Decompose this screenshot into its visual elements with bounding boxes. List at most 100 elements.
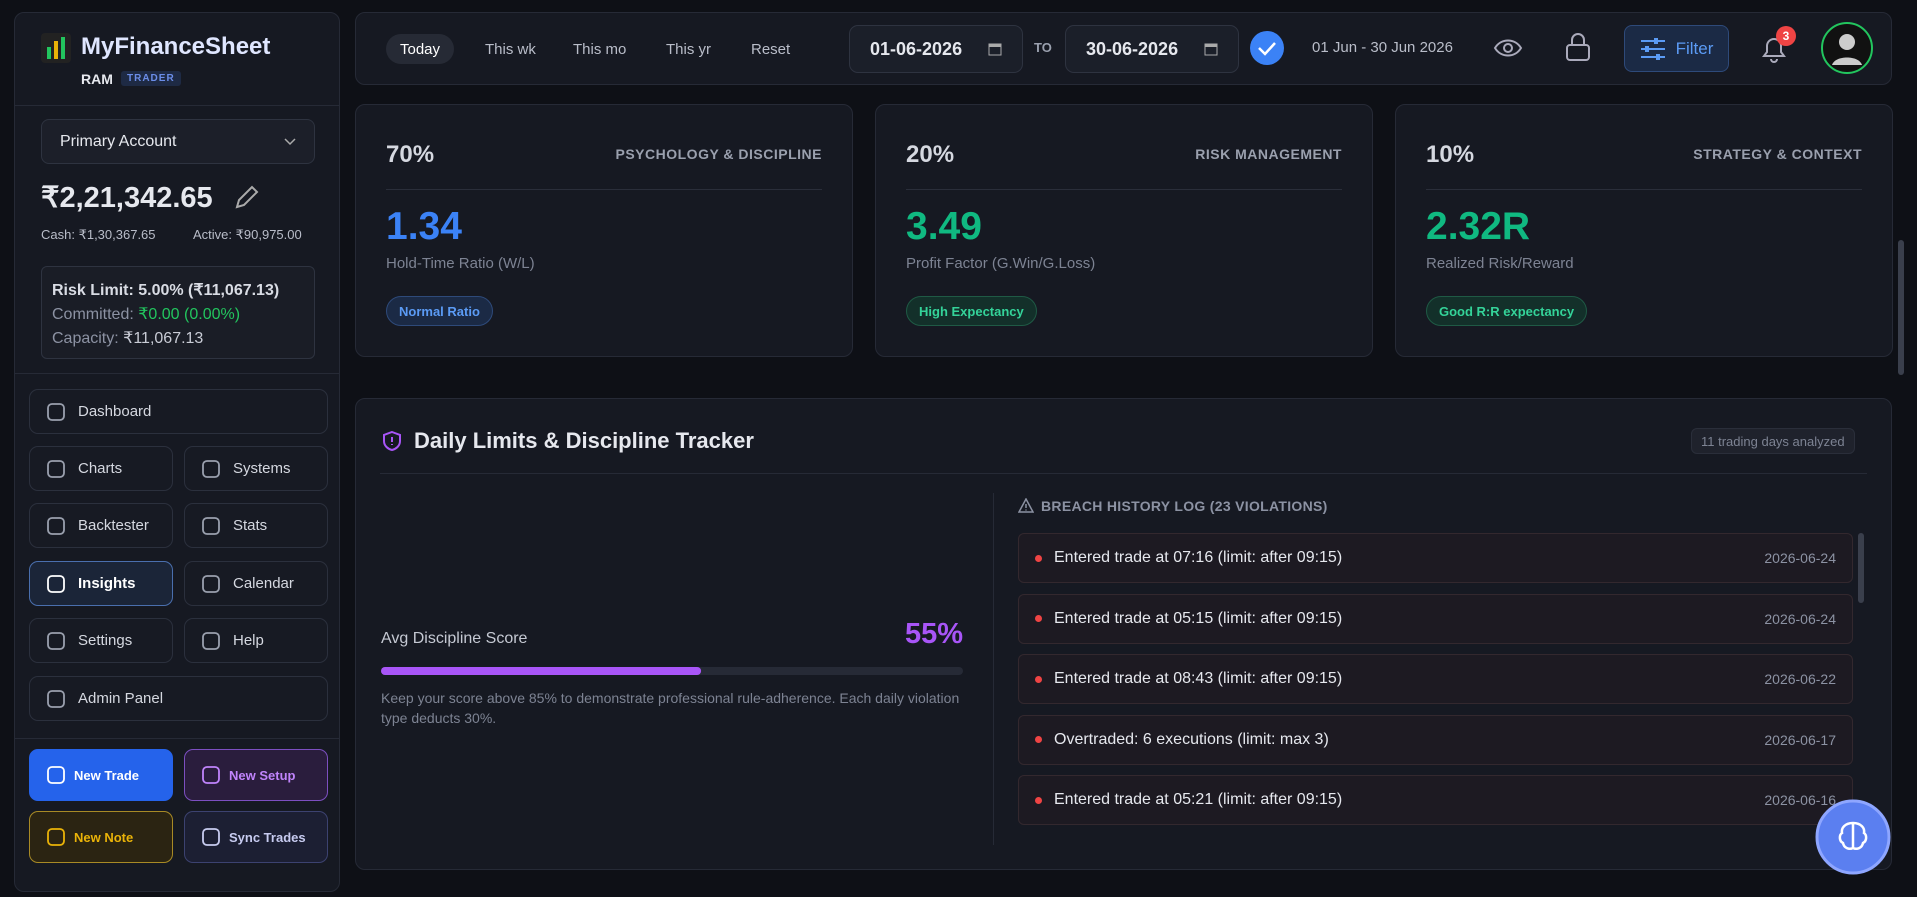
breach-text: Entered trade at 05:21 (limit: after 09:… xyxy=(1054,791,1343,808)
breach-dot xyxy=(1035,736,1042,743)
icon xyxy=(47,574,65,593)
range-button[interactable]: This wk xyxy=(485,40,536,58)
action-button[interactable]: New Note xyxy=(29,811,173,863)
capacity: ₹11,067.13 xyxy=(123,330,204,347)
card-badge: High Expectancy xyxy=(906,296,1037,326)
card-weight: 70% xyxy=(386,141,435,168)
date-from-text: 01-06-2026 xyxy=(870,38,963,59)
action-button[interactable]: Sync Trades xyxy=(184,811,328,863)
range-button[interactable]: Today xyxy=(386,34,455,64)
scrollbar xyxy=(1858,533,1864,603)
nav-button[interactable]: Admin Panel xyxy=(29,676,328,721)
score-bar xyxy=(381,667,963,675)
date-to[interactable]: 30-06-2026 xyxy=(1065,25,1239,73)
balance: ₹2,21,342.65 xyxy=(41,182,213,214)
card-value: 3.49 xyxy=(906,205,982,248)
card-category: PSYCHOLOGY & DISCIPLINE xyxy=(615,146,822,162)
breach-row: Overtraded: 6 executions (limit: max 3) 2… xyxy=(1018,714,1853,765)
ai-button[interactable] xyxy=(1815,799,1891,875)
card-badge: Normal Ratio xyxy=(386,296,493,326)
nav-button[interactable]: Stats xyxy=(184,503,328,548)
card-value: 2.32R xyxy=(1426,205,1531,248)
card-value: 1.34 xyxy=(386,205,462,248)
nav-label: Dashboard xyxy=(78,403,152,420)
nav-label: Calendar xyxy=(233,575,294,592)
breach-date: 2026-06-16 xyxy=(1764,792,1836,808)
breach-text: Entered trade at 07:16 (limit: after 09:… xyxy=(1054,549,1343,566)
range-button[interactable]: Reset xyxy=(751,40,791,58)
nav-button[interactable]: Charts xyxy=(29,446,173,491)
committed-label: Committed: xyxy=(52,306,134,323)
days-analyzed: 11 trading days analyzed xyxy=(1691,428,1855,454)
chevron xyxy=(284,137,296,145)
brand-name: MyFinanceSheet xyxy=(81,33,271,60)
action-label: New Note xyxy=(74,829,134,845)
date-to-text: 30-06-2026 xyxy=(1086,38,1179,59)
icon xyxy=(202,516,220,535)
account-name: Primary Account xyxy=(60,132,177,150)
account-select[interactable]: Primary Account xyxy=(41,119,315,164)
divider xyxy=(906,189,1342,190)
score-label: Avg Discipline Score xyxy=(381,630,528,647)
filter-icon xyxy=(1640,37,1665,60)
card-metric: Profit Factor (G.Win/G.Loss) xyxy=(906,255,1096,272)
breach-row: Entered trade at 07:16 (limit: after 09:… xyxy=(1018,533,1853,583)
nav-button[interactable]: Settings xyxy=(29,618,173,663)
edit-icon[interactable] xyxy=(233,183,261,211)
avatar[interactable] xyxy=(1820,21,1874,75)
apply-button[interactable] xyxy=(1249,30,1285,66)
active: Active: ₹90,975.00 xyxy=(193,227,302,242)
nav-label: Admin Panel xyxy=(78,690,164,707)
icon xyxy=(47,689,65,708)
nav-button[interactable]: Insights xyxy=(29,561,173,606)
to-label: TO xyxy=(1034,40,1052,55)
icon xyxy=(47,828,65,846)
nav-button[interactable]: Dashboard xyxy=(29,389,328,434)
bell-icon[interactable] xyxy=(1760,34,1788,64)
range-button[interactable]: This yr xyxy=(666,40,711,58)
icon xyxy=(202,459,220,478)
filter-text: Filter xyxy=(1675,38,1714,58)
score-fill xyxy=(381,667,702,675)
shield-icon xyxy=(383,431,401,451)
filter-button[interactable]: Filter xyxy=(1624,25,1729,72)
action-button[interactable]: New Trade xyxy=(29,749,173,801)
icon xyxy=(202,766,220,784)
nav-label: Insights xyxy=(78,575,136,592)
divider xyxy=(993,493,994,845)
breach-date: 2026-06-24 xyxy=(1764,550,1836,566)
nav-button[interactable]: Backtester xyxy=(29,503,173,548)
range-text: 01 Jun - 30 Jun 2026 xyxy=(1312,39,1453,56)
action-label: New Trade xyxy=(74,767,140,783)
eye-icon[interactable] xyxy=(1493,34,1523,62)
metric-card: 10% STRATEGY & CONTEXT 2.32R Realized Risk/… xyxy=(1395,104,1893,357)
nav-label: Charts xyxy=(78,460,123,477)
range-button[interactable]: This mo xyxy=(573,40,627,58)
divider xyxy=(1426,189,1862,190)
divider xyxy=(380,473,1867,474)
icon xyxy=(47,459,65,478)
nav-label: Systems xyxy=(233,460,291,477)
breach-dot xyxy=(1035,675,1042,683)
date-from[interactable]: 01-06-2026 xyxy=(849,25,1023,73)
nav-label: Settings xyxy=(78,632,133,649)
breach-row: Entered trade at 05:21 (limit: after 09:… xyxy=(1018,775,1853,825)
breach-row: Entered trade at 08:43 (limit: after 09:… xyxy=(1018,654,1853,704)
nav-button[interactable]: Calendar xyxy=(184,561,328,606)
breach-date: 2026-06-17 xyxy=(1764,731,1836,748)
lock-icon[interactable] xyxy=(1565,32,1591,62)
icon xyxy=(202,631,220,650)
nav-label: Stats xyxy=(233,517,268,534)
breach-dot xyxy=(1035,615,1042,622)
breach-dot xyxy=(1035,554,1042,562)
nav-button[interactable]: Help xyxy=(184,618,328,663)
committed: ₹0.00 (0.00%) xyxy=(138,306,241,323)
score-note: Keep your score above 85% to demonstrate… xyxy=(381,690,960,726)
nav-button[interactable]: Systems xyxy=(184,446,328,491)
action-button[interactable]: New Setup xyxy=(184,749,328,801)
breach-row: Entered trade at 05:15 (limit: after 09:… xyxy=(1018,593,1853,644)
score-value: 55% xyxy=(904,618,963,650)
icon xyxy=(47,631,65,650)
log-title: BREACH HISTORY LOG (23 VIOLATIONS) xyxy=(1041,498,1328,514)
breach-date: 2026-06-24 xyxy=(1764,610,1836,627)
